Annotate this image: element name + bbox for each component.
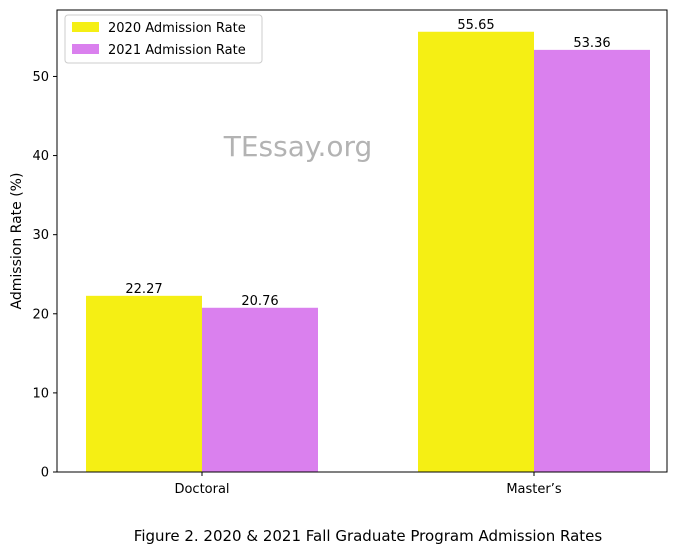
watermark: TEssay.org <box>223 130 373 163</box>
bar-2021-0 <box>202 307 318 472</box>
x-axis: Doctoral Master’s <box>174 472 562 497</box>
bar-chart: 22.27 55.65 20.76 53.36 TEssay.org 0 10 20 30 4… <box>9 9 668 497</box>
legend-swatch-2020 <box>72 22 99 32</box>
bars-layer <box>86 31 650 473</box>
x-tick-label: Doctoral <box>174 482 229 497</box>
bar-value-label: 22.27 <box>125 282 162 297</box>
legend-label-2020: 2020 Admission Rate <box>108 21 246 36</box>
y-tick-label: 10 <box>32 386 49 401</box>
bar-2020-0 <box>86 295 202 472</box>
legend-swatch-2021 <box>72 44 99 54</box>
bar-value-label: 20.76 <box>241 294 278 309</box>
y-tick-label: 50 <box>32 70 49 85</box>
bar-value-label: 55.65 <box>457 18 494 33</box>
y-axis: 0 10 20 30 40 50 <box>32 70 57 481</box>
figure-caption: Figure 2. 2020 & 2021 Fall Graduate Prog… <box>133 527 603 545</box>
legend-label-2021: 2021 Admission Rate <box>108 43 246 58</box>
legend: 2020 Admission Rate 2021 Admission Rate <box>64 14 263 64</box>
plot-frame <box>56 9 668 473</box>
bar-2021-1 <box>534 49 650 473</box>
y-tick-label: 40 <box>32 149 49 164</box>
bar-value-label: 53.36 <box>573 36 610 51</box>
bar-2020-1 <box>418 31 534 473</box>
y-axis-label: Admission Rate (%) <box>9 173 25 310</box>
y-tick-label: 20 <box>32 307 49 322</box>
y-tick-label: 30 <box>32 228 49 243</box>
value-labels-layer: 22.27 55.65 20.76 53.36 <box>125 18 610 309</box>
x-tick-label: Master’s <box>506 482 562 497</box>
y-tick-label: 0 <box>41 466 49 481</box>
legend-frame <box>64 14 263 64</box>
